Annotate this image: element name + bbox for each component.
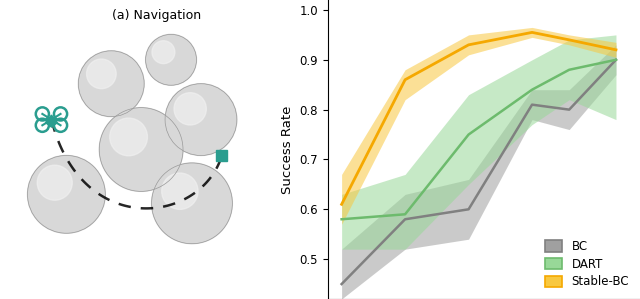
Circle shape	[165, 84, 237, 155]
Circle shape	[152, 41, 175, 64]
Circle shape	[109, 118, 147, 156]
Polygon shape	[216, 150, 227, 161]
Circle shape	[152, 163, 232, 244]
Circle shape	[78, 51, 144, 117]
Circle shape	[146, 34, 196, 85]
Circle shape	[99, 108, 183, 191]
Polygon shape	[45, 115, 58, 127]
Circle shape	[28, 155, 105, 233]
Legend: BC, DART, Stable-BC: BC, DART, Stable-BC	[540, 235, 634, 293]
Circle shape	[86, 59, 116, 89]
Circle shape	[162, 173, 198, 209]
Text: (a) Navigation: (a) Navigation	[111, 9, 201, 22]
Circle shape	[174, 93, 206, 125]
Circle shape	[37, 165, 72, 200]
Y-axis label: Success Rate: Success Rate	[281, 105, 294, 194]
